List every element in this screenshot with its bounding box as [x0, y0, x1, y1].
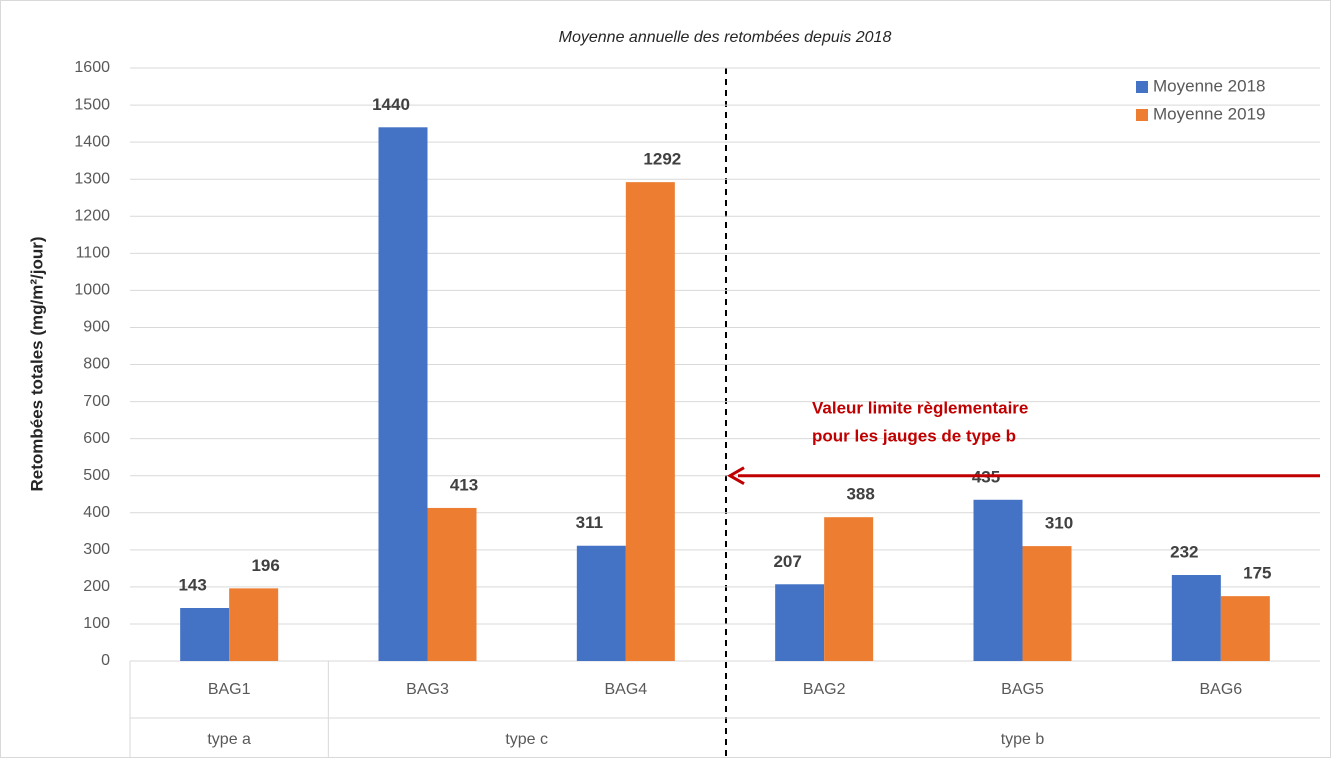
annotation: Valeur limite règlementaire	[812, 398, 1028, 417]
group-label: type a	[207, 731, 251, 748]
y-tick-label: 700	[83, 393, 110, 410]
data-label: 207	[773, 552, 801, 571]
y-tick-label: 500	[83, 467, 110, 484]
bar	[973, 499, 1023, 661]
y-tick-label: 100	[83, 615, 110, 632]
data-label: 196	[251, 556, 279, 575]
y-axis-label: Retombées totales (mg/m²/jour)	[27, 236, 46, 491]
bar	[229, 588, 279, 661]
data-label: 413	[450, 475, 478, 494]
y-tick-label: 200	[83, 578, 110, 595]
bar	[378, 127, 428, 662]
bar	[576, 545, 626, 661]
bar	[1022, 546, 1072, 661]
y-tick-label: 1000	[74, 282, 110, 299]
group-label: type c	[505, 731, 548, 748]
y-tick-label: 1400	[74, 133, 110, 150]
data-label: 232	[1170, 542, 1198, 561]
data-label: 310	[1045, 514, 1073, 533]
y-tick-label: 1600	[74, 59, 110, 76]
x-tick-label: BAG3	[406, 681, 449, 698]
data-label: 1440	[372, 95, 410, 114]
x-tick-label: BAG2	[803, 681, 846, 698]
x-tick-label: BAG4	[604, 681, 647, 698]
bar	[180, 608, 230, 661]
x-tick-label: BAG1	[208, 681, 251, 698]
y-tick-label: 800	[83, 356, 110, 373]
y-tick-label: 600	[83, 430, 110, 447]
x-tick-label: BAG6	[1199, 681, 1242, 698]
bar	[824, 517, 874, 661]
legend-label: Moyenne 2019	[1153, 104, 1265, 123]
data-label: 143	[178, 575, 206, 594]
legend-label: Moyenne 2018	[1153, 76, 1265, 95]
data-label: 1292	[643, 150, 681, 169]
data-label: 388	[846, 485, 874, 504]
arrow-head	[726, 466, 745, 485]
chart-title: Moyenne annuelle des retombées depuis 20…	[559, 29, 892, 46]
bar	[427, 507, 477, 661]
data-label: 175	[1243, 564, 1271, 583]
y-tick-label: 400	[83, 504, 110, 521]
y-tick-label: 1100	[76, 245, 111, 262]
legend-swatch	[1136, 81, 1148, 93]
y-tick-label: 300	[83, 541, 110, 558]
annotation: pour les jauges de type b	[812, 426, 1016, 445]
y-tick-label: 1500	[74, 96, 110, 113]
bar	[775, 584, 825, 661]
bar	[625, 182, 675, 661]
data-label: 311	[576, 513, 603, 532]
y-tick-label: 1300	[74, 170, 110, 187]
bar	[1220, 596, 1270, 661]
y-tick-label: 1200	[74, 207, 110, 224]
legend-swatch	[1136, 109, 1148, 121]
y-tick-label: 0	[101, 652, 110, 669]
bar	[1171, 575, 1221, 661]
y-tick-label: 900	[83, 319, 110, 336]
group-label: type b	[1001, 731, 1045, 748]
x-tick-label: BAG5	[1001, 681, 1044, 698]
